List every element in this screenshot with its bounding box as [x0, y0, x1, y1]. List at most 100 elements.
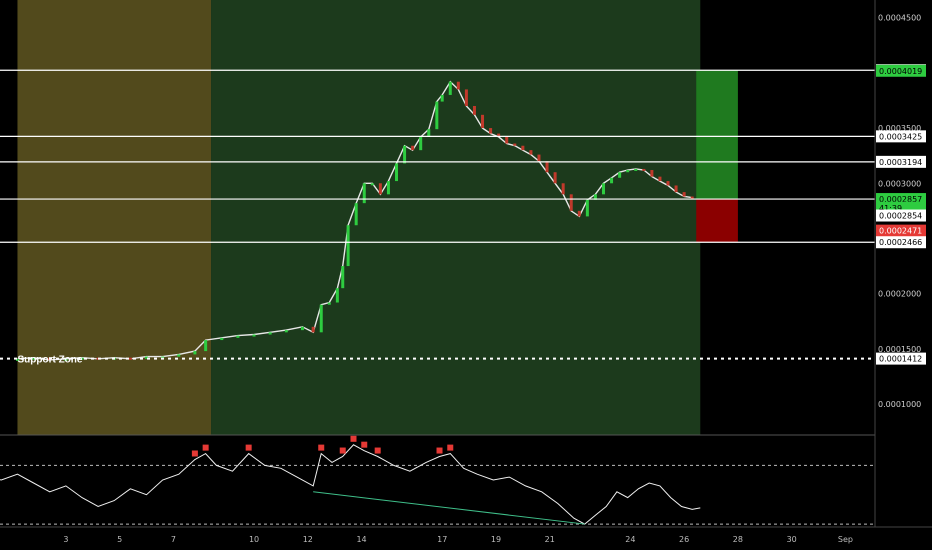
candle	[642, 168, 646, 171]
date-tick-label: 7	[171, 535, 176, 544]
candle	[553, 172, 557, 184]
candle	[513, 143, 517, 146]
candle	[521, 145, 525, 151]
candle	[489, 128, 493, 134]
zone-rally-background	[211, 0, 701, 435]
candle	[601, 183, 605, 195]
candle	[690, 196, 694, 199]
candle	[128, 357, 132, 360]
candle	[448, 81, 452, 95]
rsi-signal-marker	[374, 447, 381, 454]
price-tag-text: 0.0002466	[879, 238, 922, 247]
candle	[386, 181, 390, 195]
candle	[193, 351, 197, 355]
candle	[545, 161, 549, 173]
rsi-signal-marker	[202, 444, 209, 451]
candle	[80, 357, 84, 360]
price-tag-bg	[876, 224, 926, 237]
price-tag-bg	[876, 130, 926, 143]
candle	[419, 136, 423, 151]
date-axis: 3 5 7 10 12 14 17 19 21 24 26 28 30 Sep	[0, 526, 932, 550]
rsi-signal-marker	[350, 435, 357, 442]
price-tag-text: 0.0004019	[879, 67, 922, 76]
candle	[354, 203, 358, 226]
price-tick-label: 0.0002000	[878, 290, 921, 299]
date-tick-label: 10	[249, 535, 259, 544]
candle	[435, 101, 439, 130]
price-tag: 0.0002466	[876, 236, 926, 249]
price-tag: 0.0001412	[876, 352, 926, 365]
candle	[335, 288, 339, 303]
candle	[32, 357, 36, 360]
date-tick-label: Sep	[838, 535, 853, 544]
candle	[569, 194, 573, 211]
price-tag-text: 0.0002857	[879, 195, 922, 204]
rsi-signal-marker	[318, 444, 325, 451]
candle	[177, 354, 181, 357]
candle	[204, 340, 208, 352]
candle	[341, 266, 345, 289]
candle	[634, 168, 638, 171]
candle	[577, 210, 581, 217]
price-tick-label: 0.0003000	[878, 179, 921, 188]
candle	[311, 326, 315, 333]
date-tick-label: 12	[303, 535, 313, 544]
candle	[268, 332, 272, 335]
date-axis-background	[0, 527, 932, 550]
candle	[472, 105, 476, 115]
price-tag: 0.0003194	[876, 155, 926, 168]
date-tick-label: 24	[625, 535, 635, 544]
chart-zones	[17, 0, 738, 435]
date-tick-label: 14	[356, 535, 366, 544]
candle	[481, 114, 485, 129]
candle	[220, 337, 224, 341]
price-tag-text: 0.0002854	[879, 212, 922, 221]
candle	[346, 225, 350, 267]
date-tick-label: 30	[787, 535, 797, 544]
candle	[497, 133, 501, 137]
price-tag-bg	[876, 155, 926, 168]
price-tag: 0.0003425	[876, 130, 926, 143]
candle	[403, 145, 407, 164]
price-tag-text: 0.0003194	[879, 158, 922, 167]
rsi-signal-marker	[339, 447, 346, 454]
date-tick-label: 17	[437, 535, 447, 544]
price-tick-label: 0.0004500	[878, 14, 921, 23]
candle	[618, 172, 622, 178]
candle	[64, 358, 68, 361]
support-zone-annotation: Support Zone	[17, 355, 82, 366]
candle	[674, 185, 678, 193]
price-tag-bg	[876, 236, 926, 249]
rsi-signal-marker	[447, 444, 454, 451]
date-tick-label: 19	[491, 535, 501, 544]
candle	[427, 129, 431, 137]
price-tick-label: 0.0003500	[878, 124, 921, 133]
rsi-signal-marker	[245, 444, 252, 451]
price-tag: 0.0002854	[876, 209, 926, 222]
candle	[658, 176, 662, 182]
candle	[370, 183, 374, 186]
rsi-line	[0, 444, 701, 525]
candle	[319, 304, 323, 333]
candle	[529, 150, 533, 155]
price-tag: 0.0004019	[876, 64, 926, 77]
candle	[440, 94, 444, 102]
rsi-signal-marker	[361, 441, 368, 448]
date-tick-label: 5	[117, 535, 122, 544]
support-zone-label: Support Zone	[17, 355, 82, 366]
zone-stop-box	[696, 199, 738, 243]
candle	[378, 183, 382, 195]
candle	[411, 145, 415, 151]
date-tick-label: 3	[63, 535, 68, 544]
price-tag-bg	[876, 352, 926, 365]
candle	[593, 194, 597, 200]
zone-target-box	[696, 70, 738, 200]
candle	[585, 199, 589, 217]
candle	[15, 358, 19, 361]
candle	[682, 192, 686, 197]
candle	[505, 136, 509, 144]
price-tag-bg	[876, 64, 926, 77]
rsi-signal-marker	[436, 447, 443, 454]
price-tag-text: 41:39	[879, 204, 902, 213]
price-tag-text: 0.0001412	[879, 355, 922, 364]
